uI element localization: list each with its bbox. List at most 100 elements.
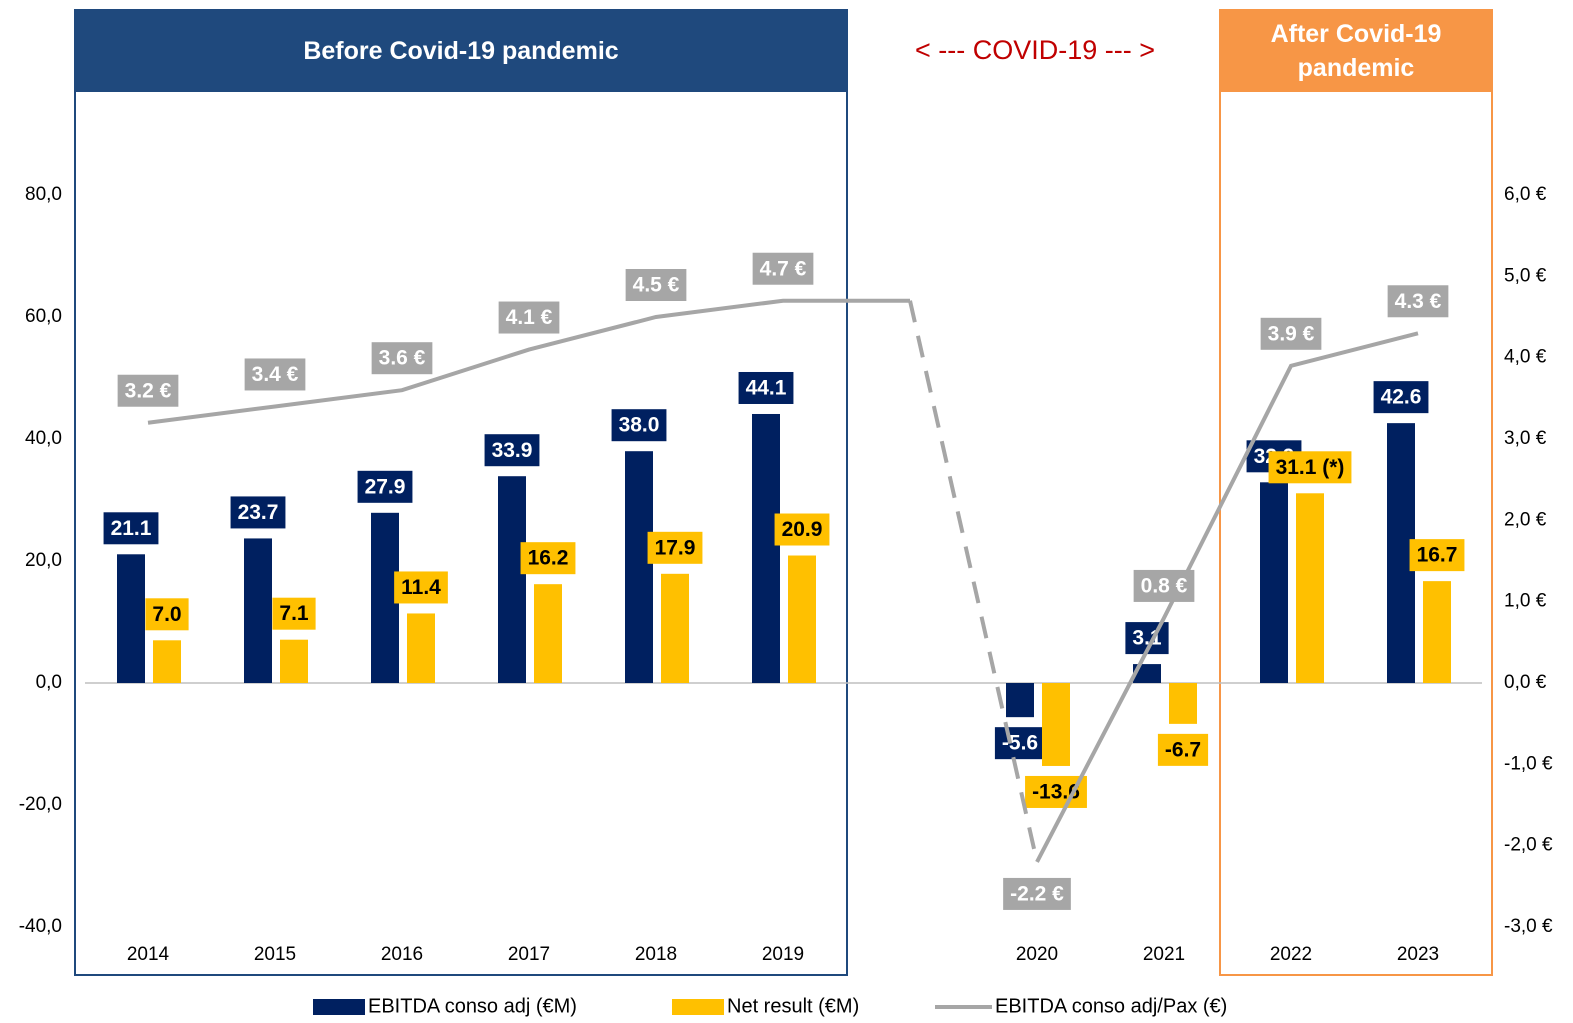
y2-tick-label: -3,0 € bbox=[1504, 916, 1553, 937]
data-label: 16.2 bbox=[528, 547, 569, 570]
covid-annotation: < --- COVID-19 --- > bbox=[915, 35, 1155, 65]
data-label: 3.6 € bbox=[379, 347, 426, 370]
bar bbox=[625, 451, 653, 683]
bar bbox=[407, 613, 435, 683]
data-label-box bbox=[1268, 451, 1352, 484]
line bbox=[1035, 331, 1419, 863]
data-label-box bbox=[1003, 877, 1071, 910]
data-label: -13.6 bbox=[1032, 781, 1080, 804]
data-label: -5.6 bbox=[1002, 732, 1038, 755]
data-label: 27.9 bbox=[365, 475, 406, 498]
data-label-box bbox=[394, 571, 448, 604]
x-tick-label: 2021 bbox=[1143, 944, 1185, 965]
bar bbox=[1006, 683, 1034, 718]
data-label: 7.0 bbox=[152, 603, 181, 626]
data-label-box bbox=[994, 727, 1046, 760]
bar bbox=[280, 639, 308, 683]
bar bbox=[1296, 493, 1324, 683]
data-label-box bbox=[272, 597, 316, 630]
x-tick-label: 2016 bbox=[381, 944, 423, 965]
data-label: 0.8 € bbox=[1141, 574, 1188, 597]
data-label-box bbox=[520, 542, 576, 575]
data-label: 3.9 € bbox=[1268, 322, 1315, 345]
data-label-box bbox=[738, 371, 794, 404]
bar bbox=[117, 554, 145, 683]
data-label-box bbox=[357, 470, 413, 503]
data-label: 33.9 bbox=[492, 439, 533, 462]
y2-tick-label: 4,0 € bbox=[1504, 347, 1547, 368]
y-tick-label: 20,0 bbox=[25, 550, 62, 571]
data-label: 11.4 bbox=[401, 576, 441, 599]
line bbox=[147, 298, 910, 425]
data-label: 4.1 € bbox=[506, 306, 553, 329]
bar bbox=[498, 476, 526, 683]
data-label-box bbox=[371, 342, 433, 375]
data-label-box bbox=[1373, 381, 1429, 414]
data-label: 4.3 € bbox=[1395, 290, 1442, 313]
data-label-box bbox=[103, 512, 159, 545]
y-tick-label: -20,0 bbox=[19, 794, 62, 815]
bar bbox=[153, 640, 181, 683]
bar bbox=[788, 555, 816, 683]
data-label-box bbox=[484, 434, 540, 467]
y2-tick-label: 3,0 € bbox=[1504, 428, 1547, 449]
after-header: After Covid-19 pandemic bbox=[1220, 10, 1492, 92]
x-tick-label: 2015 bbox=[254, 944, 296, 965]
before-header: Before Covid-19 pandemic bbox=[75, 10, 847, 92]
bar bbox=[1423, 581, 1451, 683]
bar bbox=[534, 584, 562, 683]
data-label-box bbox=[611, 409, 667, 442]
data-label-box bbox=[647, 531, 703, 564]
data-label-box bbox=[752, 252, 814, 285]
data-label: 16.7 bbox=[1417, 544, 1458, 567]
y-tick-label: 40,0 bbox=[25, 428, 62, 449]
bar bbox=[752, 413, 780, 683]
data-label-box bbox=[774, 513, 830, 546]
data-label-box bbox=[1025, 775, 1087, 808]
x-tick-label: 2014 bbox=[127, 944, 170, 965]
y2-tick-label: 1,0 € bbox=[1504, 591, 1547, 612]
data-label-box bbox=[117, 374, 179, 407]
before-panel bbox=[74, 9, 848, 976]
y-tick-label: 60,0 bbox=[25, 306, 62, 327]
data-label: -2.2 € bbox=[1010, 882, 1064, 905]
data-label: 17.9 bbox=[655, 536, 696, 559]
x-tick-label: 2018 bbox=[635, 944, 677, 965]
data-label: 4.5 € bbox=[633, 274, 680, 297]
data-label-box bbox=[1260, 317, 1322, 350]
data-label: 21.1 bbox=[111, 517, 152, 540]
data-label: 44.1 bbox=[746, 377, 787, 400]
legend-label: EBITDA conso adj (€M) bbox=[368, 995, 577, 1017]
x-tick-label: 2017 bbox=[508, 944, 550, 965]
y2-tick-label: 5,0 € bbox=[1504, 265, 1547, 286]
x-tick-label: 2020 bbox=[1016, 944, 1058, 965]
data-label: 31.1 (*) bbox=[1276, 456, 1345, 479]
data-label-box bbox=[230, 496, 286, 529]
data-label-box bbox=[498, 301, 560, 334]
bar bbox=[1169, 683, 1197, 724]
data-label: -6.7 bbox=[1165, 738, 1201, 761]
x-tick-label: 2019 bbox=[762, 944, 804, 965]
data-label-box bbox=[1387, 285, 1449, 318]
data-label: 4.7 € bbox=[760, 257, 807, 280]
y2-tick-label: 2,0 € bbox=[1504, 509, 1547, 530]
y-tick-label: 80,0 bbox=[25, 184, 62, 205]
legend-label: Net result (€M) bbox=[727, 995, 859, 1017]
data-label: 23.7 bbox=[238, 501, 279, 524]
y2-tick-label: 0,0 € bbox=[1504, 672, 1547, 693]
legend-swatch bbox=[672, 999, 724, 1015]
y-tick-label: 0,0 bbox=[36, 672, 62, 693]
x-tick-label: 2023 bbox=[1397, 944, 1439, 965]
y2-tick-label: -1,0 € bbox=[1504, 753, 1553, 774]
data-label: 3.2 € bbox=[125, 379, 172, 402]
data-label-box bbox=[1133, 569, 1195, 602]
y2-tick-label: 6,0 € bbox=[1504, 184, 1547, 205]
data-label-box bbox=[145, 598, 189, 631]
data-label: 7.1 bbox=[279, 602, 309, 625]
data-label-box bbox=[1409, 539, 1465, 572]
legend-label: EBITDA conso adj/Pax (€) bbox=[995, 995, 1227, 1017]
bar bbox=[1133, 664, 1161, 683]
data-label: 20.9 bbox=[782, 518, 823, 541]
